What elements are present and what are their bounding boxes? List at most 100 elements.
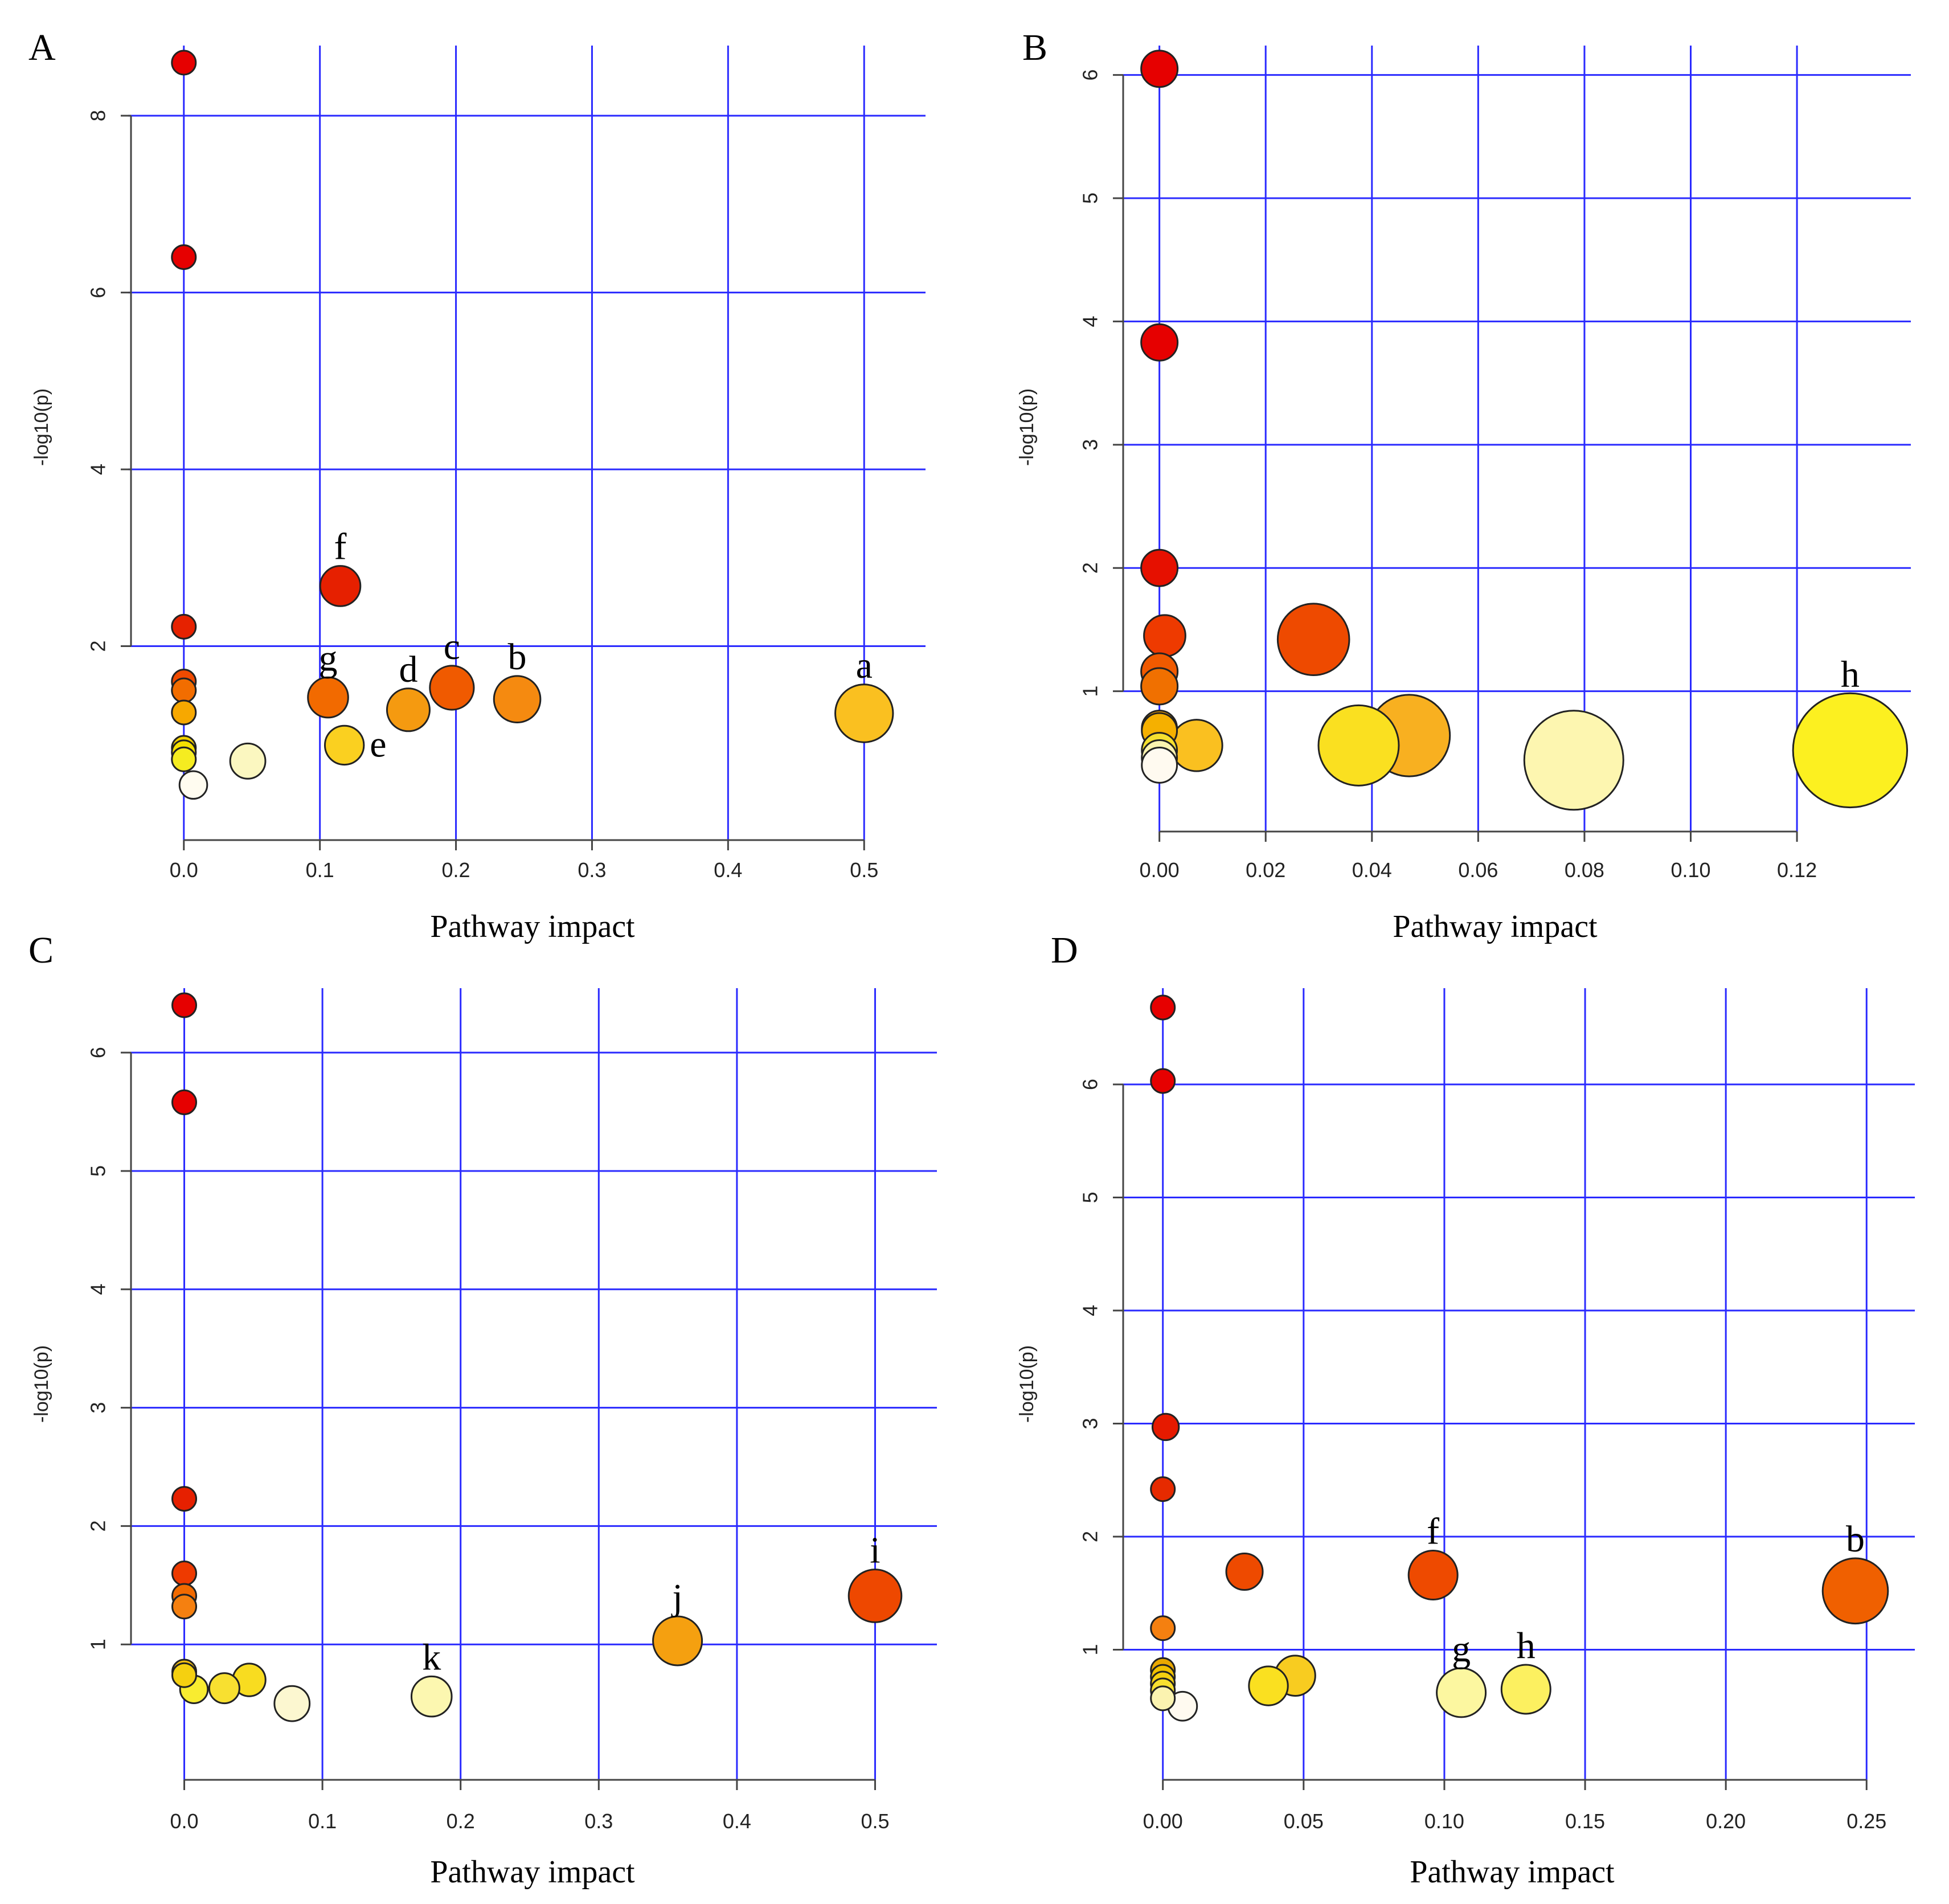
y-axis-title: -log10(p) <box>1016 388 1038 466</box>
pathway-bubble <box>1150 1068 1176 1094</box>
pathway-bubble <box>429 665 475 711</box>
y-tick-label: 6 <box>1079 69 1102 81</box>
x-tick-label: 0.15 <box>1565 1809 1605 1833</box>
x-axis-title: Pathway impact <box>430 1854 635 1890</box>
pathway-bubble <box>410 1675 453 1718</box>
x-tick-label: 0.02 <box>1246 858 1285 882</box>
panel-letter: A <box>28 27 56 68</box>
pathway-bubble <box>1170 719 1223 772</box>
y-tick-label: 5 <box>1079 1191 1102 1203</box>
x-tick-label: 0.12 <box>1777 858 1817 882</box>
pathway-bubble <box>1225 1553 1264 1591</box>
y-tick-label: 4 <box>1079 1305 1102 1316</box>
pathway-bubble <box>171 613 197 640</box>
x-tick-label: 0.20 <box>1706 1809 1746 1833</box>
x-tick-label: 0.0 <box>170 1809 198 1833</box>
x-tick-label: 0.00 <box>1140 858 1180 882</box>
y-tick-label: 2 <box>87 641 110 652</box>
pathway-bubble <box>319 565 362 607</box>
x-tick-label: 0.3 <box>578 858 606 882</box>
y-tick-label: 5 <box>87 1165 110 1177</box>
x-tick-label: 0.05 <box>1284 1809 1324 1833</box>
pathway-label: g <box>1452 1628 1471 1670</box>
pathway-bubble <box>1821 1557 1889 1625</box>
pathway-label: d <box>399 649 417 690</box>
y-axis-title: -log10(p) <box>1016 1345 1038 1423</box>
pathway-bubble <box>171 746 197 772</box>
x-tick-label: 0.10 <box>1670 858 1710 882</box>
pathway-bubble <box>493 675 542 723</box>
pathway-label: a <box>856 645 873 686</box>
x-axis-title: Pathway impact <box>1410 1854 1615 1890</box>
pathway-bubble <box>1143 614 1186 658</box>
pathway-bubble <box>1407 1549 1459 1600</box>
x-tick-label: 0.4 <box>723 1809 751 1833</box>
pathway-bubble <box>307 676 349 719</box>
panel-b: 0.00 0.02 0.04 0.06 0.08 0.10 0.12 1 2 3 4 5 6 Pathwa… <box>1016 27 1911 944</box>
panel-letter: D <box>1051 930 1078 971</box>
pathway-bubble <box>1792 692 1909 809</box>
pathway-bubble <box>1140 548 1179 587</box>
y-axis-title: -log10(p) <box>31 1345 52 1423</box>
pathway-bubble <box>1523 710 1624 811</box>
panel-a: 0.0 0.1 0.2 0.3 0.4 0.5 2 4 6 8 Pathway impact -log… <box>28 27 926 944</box>
pathway-bubble <box>178 770 208 800</box>
y-tick-label: 6 <box>87 287 110 298</box>
pathway-bubble <box>229 742 267 780</box>
x-tick-label: 0.3 <box>584 1809 613 1833</box>
pathway-bubble <box>171 1594 198 1620</box>
pathway-bubble <box>171 992 198 1018</box>
pathway-bubble <box>273 1685 311 1722</box>
pathway-bubble <box>1140 323 1179 362</box>
pathway-label: f <box>1427 1510 1439 1552</box>
pathway-bubble <box>847 1569 903 1623</box>
pathway-bubble <box>386 687 431 732</box>
x-tick-label: 0.0 <box>170 858 198 882</box>
pathway-label: j <box>671 1577 682 1618</box>
x-tick-label: 0.1 <box>308 1809 337 1833</box>
pathway-bubble <box>1500 1664 1551 1715</box>
x-tick-label: 0.2 <box>442 858 470 882</box>
panel-letter: C <box>28 930 54 971</box>
pathway-bubble <box>1150 1615 1176 1641</box>
pathway-bubble <box>1248 1665 1289 1706</box>
panel-d: 0.00 0.05 0.10 0.15 0.20 0.25 1 2 3 4 5 6 Pathway im… <box>1016 930 1915 1890</box>
y-tick-label: 1 <box>87 1639 110 1650</box>
pathway-bubble <box>171 1089 198 1115</box>
y-tick-label: 6 <box>1079 1079 1102 1090</box>
pathway-bubble <box>1150 1685 1176 1711</box>
y-tick-label: 6 <box>87 1047 110 1058</box>
pathway-bubble <box>171 699 197 726</box>
x-axis-title: Pathway impact <box>430 909 635 944</box>
x-tick-label: 0.1 <box>306 858 334 882</box>
x-tick-label: 0.25 <box>1846 1809 1886 1833</box>
x-tick-label: 0.06 <box>1458 858 1498 882</box>
y-tick-label: 1 <box>1079 1644 1102 1655</box>
pathway-bubble <box>1141 747 1178 784</box>
pathway-label: h <box>1841 653 1860 695</box>
pathway-bubble <box>1317 704 1400 787</box>
pathway-label: b <box>1846 1518 1865 1560</box>
pathway-label: f <box>334 526 347 568</box>
x-tick-label: 0.5 <box>850 858 878 882</box>
y-tick-label: 8 <box>87 110 110 121</box>
pathway-label: b <box>508 636 527 678</box>
pathway-bubble <box>1140 667 1179 706</box>
pathway-bubble <box>1436 1667 1487 1718</box>
pathway-label: h <box>1517 1625 1536 1666</box>
y-tick-label: 2 <box>1079 562 1102 574</box>
pathway-label: e <box>370 723 386 765</box>
y-axis-title: -log10(p) <box>31 388 52 466</box>
pathway-bubble <box>1276 603 1350 677</box>
x-tick-label: 0.08 <box>1565 858 1604 882</box>
x-tick-label: 0.00 <box>1143 1809 1183 1833</box>
x-tick-label: 0.2 <box>447 1809 475 1833</box>
x-tick-label: 0.5 <box>861 1809 889 1833</box>
pathway-bubble <box>171 1486 198 1512</box>
pathway-bubble <box>324 724 365 766</box>
x-tick-label: 0.10 <box>1424 1809 1464 1833</box>
y-tick-label: 3 <box>87 1402 110 1414</box>
pathway-label: k <box>422 1636 441 1678</box>
y-tick-label: 4 <box>87 1284 110 1295</box>
